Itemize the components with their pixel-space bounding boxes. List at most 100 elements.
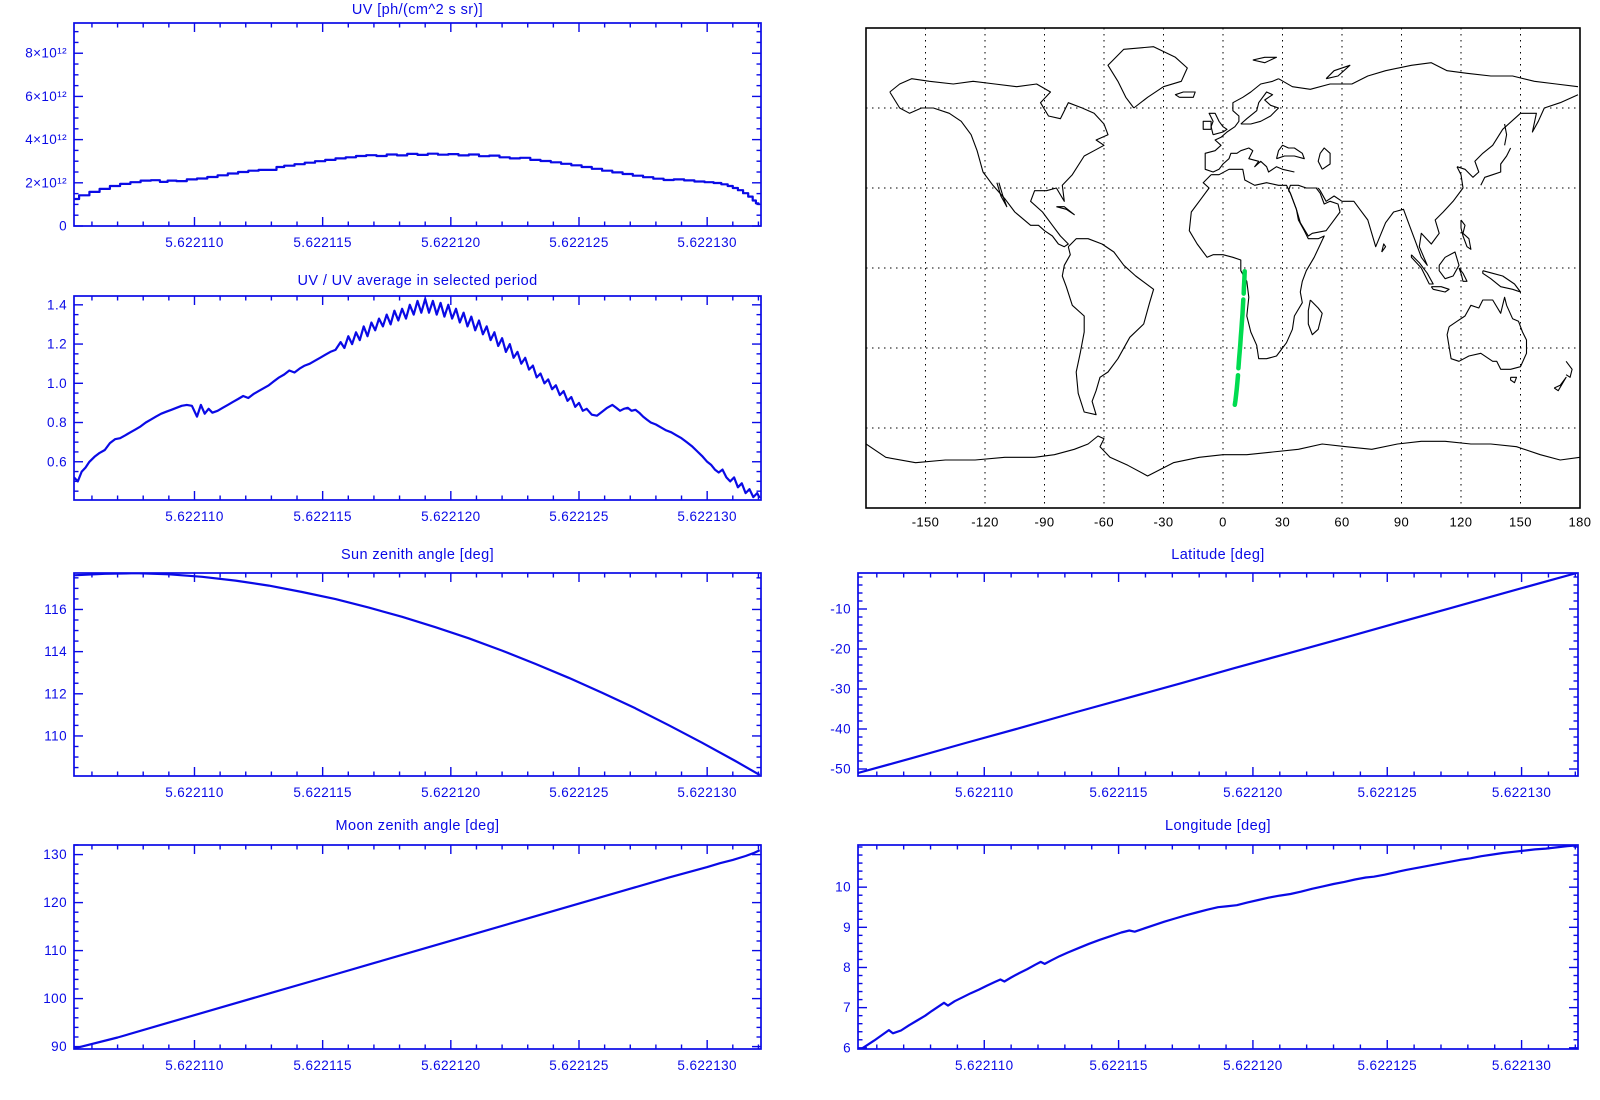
longitude-chart: 5.622110 5.622115 5.622120 5.622125 5.622130…: [835, 844, 1579, 1073]
coastline: [1458, 267, 1468, 282]
coastline: [1240, 91, 1280, 125]
x-tick-label: 5.622125: [549, 1058, 609, 1073]
x-tick-label: 5.622115: [293, 1058, 352, 1073]
coastline: [1287, 184, 1341, 237]
y-tick-label: 0.6: [47, 454, 67, 469]
y-tick-label: 6: [843, 1040, 851, 1055]
coastline: [1504, 123, 1508, 146]
coastline: [1204, 78, 1295, 173]
y-tick-label: 110: [44, 943, 67, 958]
coastline: [1460, 219, 1472, 250]
plot-frame: [857, 572, 1579, 777]
plot-frame: [73, 22, 762, 227]
coastline: [1278, 62, 1579, 90]
y-tick-label: 114: [44, 644, 67, 659]
uv-flux-chart: 5.622110 5.622115 5.622120 5.622125 5.622130…: [25, 22, 762, 250]
coastline: [1056, 206, 1075, 216]
x-tick-label: 5.622115: [1089, 785, 1148, 800]
map-lon-label: 60: [1334, 515, 1349, 530]
x-tick-label: 5.622125: [549, 785, 609, 800]
coastline: [1410, 254, 1434, 285]
longitude-chart-title: Longitude [deg]: [1165, 818, 1271, 834]
ground-track-segment: [1232, 372, 1241, 408]
latitude-chart-title: Latitude [deg]: [1171, 547, 1265, 563]
x-tick-label: 5.622130: [677, 785, 737, 800]
map-lon-label: 150: [1509, 515, 1532, 530]
coastline: [1565, 360, 1573, 378]
y-tick-label: -40: [830, 722, 851, 737]
uv-flux-chart-title: UV [ph/(cm^2 s sr)]: [351, 2, 484, 18]
x-tick-label: 5.622110: [165, 235, 224, 250]
uv-ratio-chart: 5.622110 5.622115 5.622120 5.622125 5.622130…: [47, 295, 762, 524]
x-tick-label: 5.622125: [549, 509, 609, 524]
sun-zenith-chart: 5.622110 5.622115 5.622120 5.622125 5.622130…: [44, 572, 762, 800]
coastline: [1456, 94, 1579, 178]
x-tick-label: 5.622110: [165, 1058, 224, 1073]
coastline: [1510, 376, 1518, 384]
map-lon-label: -90: [1035, 515, 1055, 530]
y-tick-label: 120: [43, 895, 67, 910]
longitude-line: [859, 845, 1577, 1049]
y-tick-label: 4×10¹²: [25, 132, 67, 147]
moon_zenith-line: [74, 849, 761, 1049]
latitude-chart: 5.622110 5.622115 5.622120 5.622125 5.622130…: [830, 572, 1579, 800]
x-tick-label: 5.622120: [421, 785, 481, 800]
map-lon-label: 180: [1569, 515, 1592, 530]
x-tick-label: 5.622115: [293, 509, 352, 524]
x-tick-label: 5.622125: [1357, 1058, 1417, 1073]
map-lon-label: -60: [1094, 515, 1114, 530]
plot-frame: [73, 572, 762, 777]
coastline: [1325, 64, 1351, 80]
y-tick-label: -20: [830, 642, 851, 657]
y-tick-label: 8×10¹²: [25, 46, 67, 61]
x-tick-label: 5.622125: [549, 235, 609, 250]
uv_ratio-line: [74, 297, 761, 499]
y-tick-label: 90: [51, 1039, 67, 1054]
y-tick-label: 0.8: [47, 415, 67, 430]
map-lon-label: -30: [1154, 515, 1174, 530]
y-tick-label: 2×10¹²: [25, 175, 67, 190]
coastline: [866, 435, 1580, 477]
map-frame: [865, 27, 1581, 509]
x-tick-label: 5.622120: [421, 1058, 481, 1073]
x-tick-label: 5.622130: [677, 1058, 737, 1073]
y-tick-label: 130: [43, 847, 67, 862]
map-lon-label: -120: [971, 515, 999, 530]
y-tick-label: 6×10¹²: [25, 89, 67, 104]
plot-frame: [73, 844, 762, 1050]
map-lon-label: -150: [912, 515, 940, 530]
map-lon-label: 90: [1394, 515, 1409, 530]
x-tick-label: 5.622120: [1223, 1058, 1283, 1073]
coastline: [1446, 296, 1528, 370]
coastline: [1202, 120, 1212, 130]
coastline: [1482, 270, 1522, 293]
coastline: [1430, 286, 1450, 293]
coastline: [1208, 112, 1228, 136]
coastline: [996, 182, 1008, 208]
plot-frame: [73, 295, 762, 501]
x-tick-label: 5.622110: [955, 1058, 1014, 1073]
x-tick-label: 5.622130: [1492, 1058, 1552, 1073]
world-map-ground-track: -150 -120 -90 -60 -30 0 30 60 90 120 150 180: [865, 27, 1592, 530]
coastline: [1381, 243, 1387, 253]
coastline: [1317, 147, 1331, 170]
y-tick-label: 1.4: [47, 297, 67, 312]
y-tick-label: -30: [830, 682, 851, 697]
x-tick-label: 5.622120: [1223, 785, 1283, 800]
y-tick-label: 1.0: [47, 376, 67, 391]
x-tick-label: 5.622115: [293, 785, 352, 800]
x-tick-label: 5.622120: [421, 235, 481, 250]
sun_zenith-line: [74, 573, 761, 776]
coastline: [1317, 166, 1464, 266]
x-tick-label: 5.622130: [677, 509, 737, 524]
coastline: [1107, 46, 1188, 109]
y-tick-label: 7: [843, 1000, 851, 1015]
coastline: [1480, 147, 1512, 186]
x-tick-label: 5.622120: [421, 509, 481, 524]
map-lon-label: 30: [1275, 515, 1290, 530]
y-tick-label: 10: [835, 880, 851, 895]
x-tick-label: 5.622110: [955, 785, 1014, 800]
x-tick-label: 5.622110: [165, 509, 224, 524]
latitude-line: [858, 573, 1577, 775]
